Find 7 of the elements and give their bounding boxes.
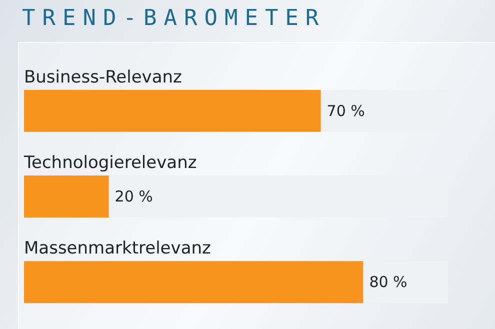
chart-title: TREND-BAROMETER [22,6,326,31]
y-tick-label: Massenmarktrelevanz [24,238,212,259]
y-tick-label: Business-Relevanz [24,67,182,88]
y-tick-label: Technologierelevanz [23,153,197,173]
data-label: 20 % [114,188,153,206]
data-label: 80 % [369,273,408,292]
data-label: 70 % [326,102,365,120]
